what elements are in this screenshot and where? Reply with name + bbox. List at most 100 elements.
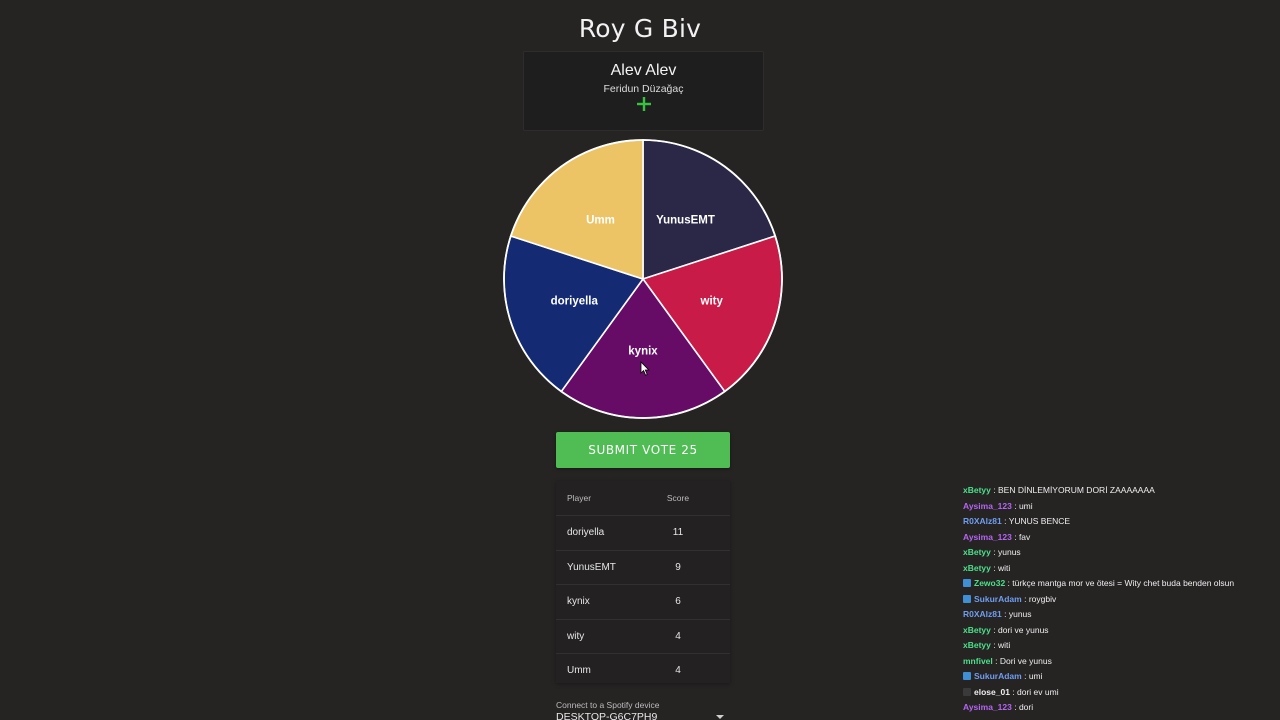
chat-text: roygbiv (1028, 593, 1057, 604)
chat-message: R0XAlz81 : yunus (963, 607, 1263, 623)
scoreboard-table: Player Score doriyella 11 YunusEMT 9 kyn… (556, 481, 730, 683)
chat-message: Aysima_123 : fav (963, 530, 1263, 546)
chat-text: Dori ve yunus (999, 655, 1052, 666)
chat-separator: : (1009, 686, 1018, 697)
row-player: Umm (567, 665, 591, 677)
chat-log: xBetyy : BEN DİNLEMİYORUM DORİ ZAAAAAAA A… (963, 470, 1263, 720)
wheel-outline (503, 139, 783, 419)
chat-message: mnfivel : Dori ve yunus (963, 654, 1263, 670)
wheel-label-umm: Umm (586, 215, 615, 227)
chat-text: yunus (1008, 609, 1032, 619)
spotify-device-value: DESKTOP-G6C7PH9 (556, 711, 658, 720)
chat-text: dori ve yunus (997, 624, 1049, 635)
chat-message: xBetyy : yunus (963, 545, 1263, 561)
chat-badge-icon (963, 594, 971, 603)
chat-username[interactable]: Aysima_123 (963, 702, 1012, 712)
chat-separator: : (990, 562, 998, 573)
chat-message: SukurAdam : umi (963, 669, 1263, 685)
table-header: Player Score (556, 481, 730, 516)
chat-username[interactable]: Aysima_123 (963, 531, 1012, 542)
chat-separator: : (1021, 671, 1029, 681)
chat-separator: : (1001, 516, 1009, 526)
chat-text: dori (1018, 702, 1034, 712)
score-column-header: Score (666, 493, 690, 503)
chat-username[interactable]: xBetyy (963, 624, 991, 635)
chat-username[interactable]: mnfivel (963, 655, 993, 666)
chat-separator: : (1001, 609, 1009, 619)
chat-badge-icon (963, 687, 971, 696)
page-title: Roy G Biv (578, 14, 702, 43)
row-player: YunusEMT (567, 561, 616, 573)
chat-message: xBetyy : witi (963, 561, 1263, 577)
chat-separator: : (1011, 500, 1019, 511)
chat-text: umi (1018, 500, 1033, 511)
chat-separator: : (990, 485, 998, 495)
mouse-cursor-icon (640, 361, 650, 376)
table-row: kynix 6 (556, 585, 730, 620)
chat-message: elose_01 : dori ev umi (963, 685, 1263, 701)
chat-username[interactable]: xBetyy (963, 562, 991, 573)
row-score: 11 (672, 527, 684, 539)
player-column-header: Player (567, 493, 592, 503)
wheel-label-yunusemt: YunusEMT (656, 215, 715, 227)
chat-badge-icon (963, 672, 971, 680)
chat-username[interactable]: xBetyy (963, 640, 991, 650)
chat-text: yunus (997, 547, 1021, 557)
row-player: wity (567, 630, 585, 642)
table-row: wity 4 (556, 620, 730, 654)
chat-text: witi (997, 640, 1011, 650)
wheel-label-doriyella: doriyella (551, 295, 599, 307)
chat-separator: : (1021, 593, 1029, 604)
wheel-label-wity: wity (700, 295, 724, 307)
chat-username[interactable]: xBetyy (963, 547, 991, 557)
chat-separator: : (990, 547, 998, 557)
spotify-device-picker: Connect to a Spotify device DESKTOP-G6C7… (556, 700, 730, 720)
chat-message: xBetyy : BEN DİNLEMİYORUM DORİ ZAAAAAAA (963, 483, 1263, 499)
row-player: doriyella (567, 527, 605, 539)
chat-message: R0XAlz81 : YUNUS BENCE (963, 514, 1263, 530)
chat-message: xBetyy : witi (963, 638, 1263, 654)
chat-separator: : (990, 640, 998, 650)
vote-wheel[interactable]: YunusEMT wity kynix doriyella Umm (500, 136, 786, 422)
chat-username[interactable]: Zewo32 (974, 578, 1006, 588)
chat-username[interactable]: xBetyy (963, 485, 991, 495)
chat-message: xBetyy : dori ve yunus (963, 623, 1263, 639)
chat-text: witi (997, 562, 1011, 573)
table-row: Umm 4 (556, 654, 730, 688)
chat-separator: : (992, 655, 1000, 666)
row-score: 4 (675, 630, 681, 642)
chat-separator: : (1011, 531, 1019, 542)
plus-icon[interactable] (636, 96, 652, 112)
row-score: 6 (675, 596, 681, 608)
table-row: doriyella 11 (556, 516, 730, 551)
chat-text: türkçe mantga mor ve ötesi = Wity chet b… (1012, 578, 1235, 588)
chat-username[interactable]: R0XAlz81 (963, 609, 1002, 619)
chat-text: fav (1018, 531, 1031, 542)
chat-message-partial (963, 470, 1263, 483)
chat-username[interactable]: R0XAlz81 (963, 516, 1002, 526)
row-score: 9 (675, 561, 681, 573)
chat-username[interactable]: Aysima_123 (963, 500, 1012, 511)
song-artist: Feridun Düzağaç (603, 83, 684, 95)
chevron-down-icon (716, 715, 724, 719)
spotify-device-label: Connect to a Spotify device (556, 700, 660, 710)
wheel-label-kynix: kynix (628, 345, 658, 357)
table-row: YunusEMT 9 (556, 551, 730, 585)
chat-badge-icon (963, 579, 971, 587)
chat-message: Zewo32 : türkçe mantga mor ve ötesi = Wi… (963, 576, 1263, 592)
chat-username[interactable]: elose_01 (974, 686, 1010, 697)
chat-separator: : (1005, 578, 1013, 588)
chat-text: dori ev umi (1017, 686, 1059, 697)
chat-separator: : (1011, 702, 1019, 712)
chat-username[interactable]: SukurAdam (974, 671, 1022, 681)
chat-message: Aysima_123 : umi (963, 499, 1263, 515)
chat-message: Aysima_123 : dori (963, 700, 1263, 716)
row-score: 4 (675, 665, 681, 677)
submit-vote-button[interactable]: SUBMIT VOTE 25 (556, 432, 730, 468)
chat-text: BEN DİNLEMİYORUM DORİ ZAAAAAAA (997, 485, 1155, 495)
spotify-device-select[interactable]: DESKTOP-G6C7PH9 (556, 711, 730, 720)
row-player: kynix (567, 596, 590, 608)
song-title: Alev Alev (610, 62, 677, 79)
chat-username[interactable]: SukurAdam (974, 593, 1022, 604)
